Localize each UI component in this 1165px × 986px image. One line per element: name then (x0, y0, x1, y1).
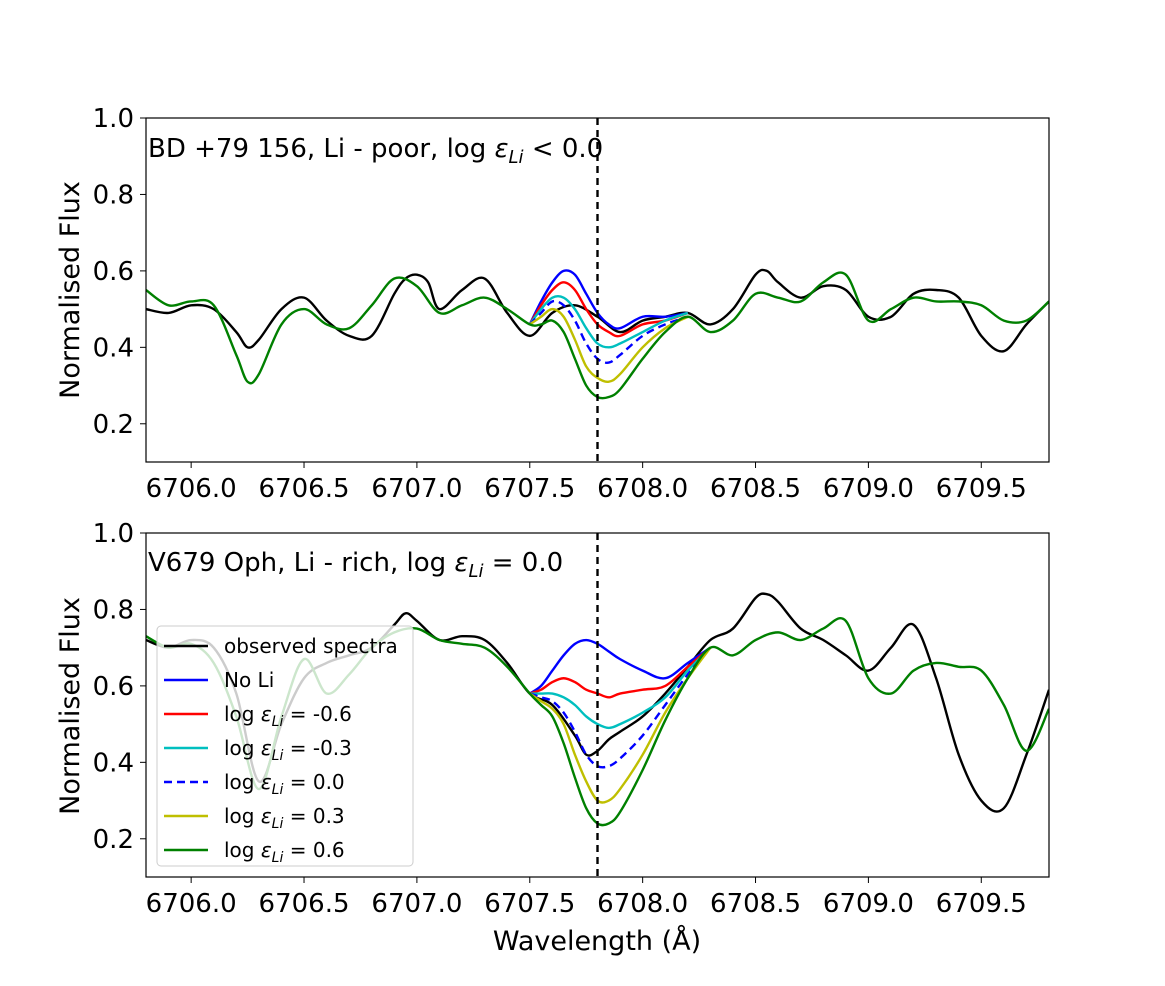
top-xtick-label: 6707.5 (484, 474, 575, 504)
bottom-ytick-label: 0.2 (93, 825, 134, 855)
top-series-6 (146, 271, 1049, 400)
top-xtick-label: 6706.0 (146, 474, 237, 504)
top-xtick-label: 6708.5 (710, 474, 801, 504)
top-ytick-label: 0.6 (93, 257, 134, 287)
top-xtick-label: 6708.0 (597, 474, 688, 504)
bottom-xtick-label: 6706.5 (259, 889, 350, 919)
legend-box (156, 625, 414, 867)
bottom-xtick-label: 6709.5 (936, 889, 1027, 919)
bottom-series-3 (529, 646, 712, 730)
top-series-3 (528, 295, 689, 349)
top-series-4 (528, 299, 689, 364)
legend-entry: log εLi = 0.0 (224, 770, 345, 798)
top-series-5 (529, 307, 689, 384)
legend-entry: log εLi = 0.3 (224, 804, 345, 832)
bottom-ytick-label: 0.4 (93, 748, 134, 778)
bottom-xtick-label: 6707.5 (484, 889, 575, 919)
bottom-panel: 6706.0 6706.5 6707.0 6707.5 6708.0 6708.5 6709… (55, 519, 1050, 957)
bottom-ytick-label: 1.0 (93, 519, 134, 549)
bottom-xtick-label: 6708.5 (710, 889, 801, 919)
top-xtick-label: 6707.0 (371, 474, 462, 504)
bottom-xtick-label: 6708.0 (597, 889, 688, 919)
bottom-ytick-label: 0.8 (93, 595, 134, 625)
bottom-axes-frame (145, 532, 1050, 878)
bottom-xtick-label: 6707.0 (371, 889, 462, 919)
top-ytick-label: 0.8 (93, 180, 134, 210)
bottom-xlabel: Wavelength (Å) (493, 925, 701, 957)
top-ytick-label: 0.4 (93, 333, 134, 363)
top-panel: 6706.0 6706.5 6707.0 6707.5 6708.0 6708.5 6709… (55, 104, 1050, 504)
bottom-ytick-label: 0.6 (93, 672, 134, 702)
bottom-xtick-label: 6706.0 (146, 889, 237, 919)
bottom-xtick-label: 6709.0 (823, 889, 914, 919)
top-xtick-label: 6706.5 (259, 474, 350, 504)
legend-entry: log εLi = 0.6 (224, 838, 345, 866)
top-ytick-label: 0.2 (93, 410, 134, 440)
legend-entry: No Li (224, 668, 274, 692)
bottom-annotation: V679 Oph, Li - rich, log εLi = 0.0 (148, 548, 563, 582)
legend: observed spectra No Li log εLi = -0.6 log ε… (156, 625, 414, 867)
top-ylabel: Normalised Flux (55, 181, 86, 399)
legend-entry: log εLi = -0.6 (224, 702, 352, 730)
legend-entry: log εLi = -0.3 (224, 736, 352, 764)
top-axes-frame (145, 117, 1050, 463)
top-ytick-label: 1.0 (93, 104, 134, 134)
top-xtick-label: 6709.5 (936, 474, 1027, 504)
top-xtick-label: 6709.0 (823, 474, 914, 504)
top-series-2 (528, 281, 689, 338)
top-series-0 (146, 268, 1049, 353)
legend-entry: observed spectra (224, 634, 398, 658)
top-series-1 (528, 269, 689, 330)
top-annotation: BD +79 156, Li - poor, log εLi < 0.0 (148, 134, 603, 168)
bottom-ylabel: Normalised Flux (55, 597, 86, 815)
